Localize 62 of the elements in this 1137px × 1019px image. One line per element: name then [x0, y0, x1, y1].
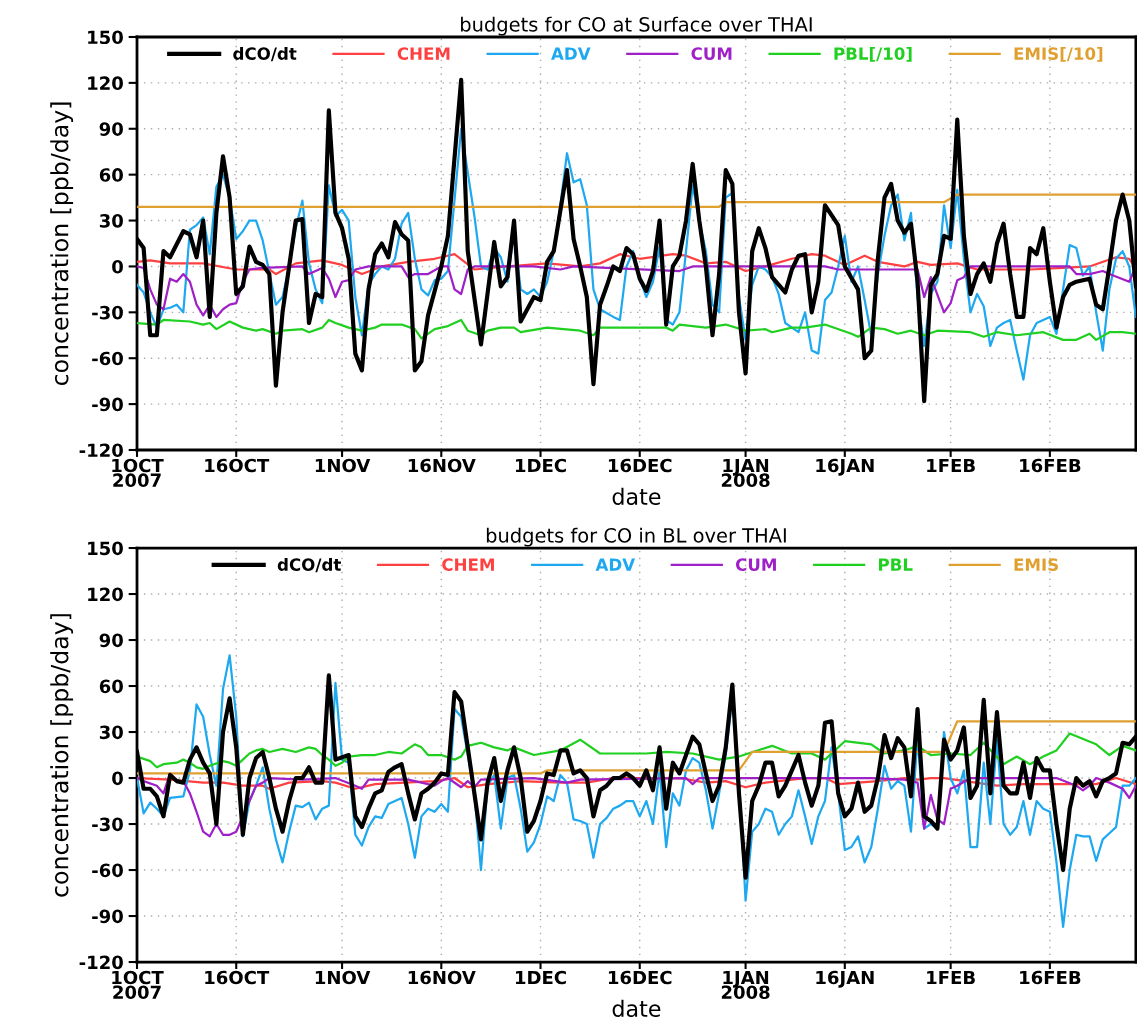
- y-tick-label: 60: [99, 168, 123, 182]
- line-series: [137, 732, 1136, 770]
- x-tick-label: 16NOV: [408, 970, 476, 985]
- line-series: [137, 720, 1136, 775]
- y-tick-label: 150: [88, 30, 123, 45]
- chart-title: budgets for CO in BL over THAI: [486, 527, 786, 547]
- x-tick-label: 1JAN 2008: [721, 970, 770, 1000]
- x-tick-label: 1OCT 2007: [112, 458, 164, 488]
- x-tick-label: 16DEC: [608, 458, 672, 473]
- x-tick-label: 1DEC: [515, 458, 566, 473]
- x-tick-label: 1FEB: [927, 458, 975, 473]
- y-tick-label: 150: [88, 541, 123, 556]
- y-tick-label: 90: [99, 633, 123, 648]
- y-axis-title: concentration [ppb/day]: [50, 102, 74, 386]
- x-tick-label: 1NOV: [315, 458, 371, 473]
- y-tick-label: 120: [88, 587, 123, 602]
- y-tick-label: -90: [92, 909, 123, 924]
- legend-label: ADV: [595, 558, 636, 571]
- x-tick-label: 1OCT 2007: [112, 970, 164, 1000]
- legend-label: CUM: [735, 558, 776, 571]
- x-tick-label: 16JAN: [816, 970, 874, 988]
- x-tick-label: 16OCT: [205, 458, 270, 473]
- x-tick-label: 16JAN: [816, 458, 874, 476]
- x-tick-label: 1FEB: [927, 970, 975, 985]
- legend-label: dCO/dt: [233, 46, 297, 62]
- y-tick-label: 90: [99, 122, 123, 136]
- y-tick-label: 30: [99, 214, 123, 228]
- x-tick-label: 16NOV: [408, 458, 476, 473]
- y-tick-label: 0: [112, 771, 123, 786]
- legend-label: ADV: [551, 47, 591, 60]
- y-tick-label: 60: [99, 679, 123, 694]
- y-tick-label: 30: [99, 725, 123, 740]
- y-tick-label: -90: [92, 397, 123, 412]
- x-axis-title: date: [612, 487, 661, 505]
- y-tick-label: 0: [112, 259, 123, 274]
- y-tick-label: -30: [92, 305, 123, 320]
- legend-label: EMIS[/10]: [1014, 46, 1103, 62]
- x-tick-label: 1JAN 2008: [721, 458, 770, 488]
- x-tick-label: 16OCT: [205, 970, 270, 985]
- legend-label: CHEM: [442, 558, 494, 571]
- x-tick-label: 1NOV: [315, 970, 371, 985]
- y-tick-label: -120: [79, 443, 123, 458]
- legend-label: PBL[/10]: [834, 46, 912, 62]
- x-axis-title: date: [612, 999, 661, 1017]
- x-tick-label: 16FEB: [1020, 458, 1081, 473]
- line-series: [137, 318, 1136, 341]
- chart-title: budgets for CO at Surface over THAI: [461, 16, 812, 36]
- y-axis-title: concentration [ppb/day]: [50, 614, 74, 897]
- legend-label: PBL: [879, 558, 913, 571]
- legend-label: dCO/dt: [277, 558, 341, 573]
- legend-label: EMIS: [1014, 558, 1058, 571]
- line-series: [137, 265, 1136, 319]
- legend-label: CUM: [691, 47, 732, 60]
- y-tick-label: -120: [79, 955, 123, 970]
- x-tick-label: 16DEC: [608, 970, 672, 985]
- y-tick-label: 120: [88, 76, 123, 90]
- y-tick-label: -60: [92, 351, 123, 366]
- legend-label: CHEM: [397, 47, 450, 60]
- x-tick-label: 1DEC: [515, 970, 566, 985]
- y-tick-label: -60: [92, 863, 123, 878]
- y-tick-label: -30: [92, 817, 123, 832]
- x-tick-label: 16FEB: [1020, 970, 1081, 985]
